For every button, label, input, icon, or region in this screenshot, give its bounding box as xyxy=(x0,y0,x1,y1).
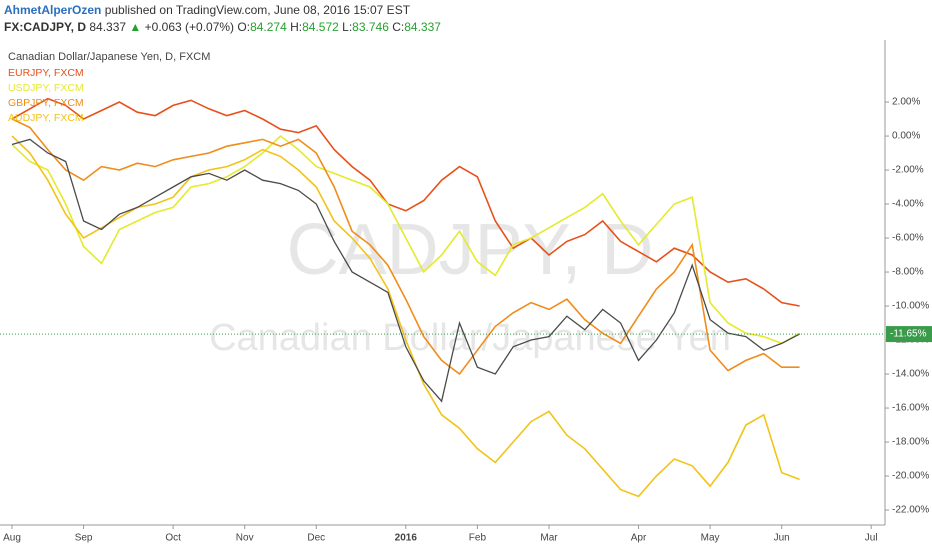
y-tick-label: -16.00% xyxy=(892,403,929,414)
y-tick-label: 0.00% xyxy=(892,131,920,142)
x-tick-label: Mar xyxy=(540,533,558,544)
x-tick-label: 2016 xyxy=(395,533,418,544)
y-tick-label: -2.00% xyxy=(892,165,924,176)
symbol: FX:CADJPY, D xyxy=(4,20,87,34)
y-tick-label: -18.00% xyxy=(892,437,929,448)
x-tick-label: Nov xyxy=(236,533,254,544)
low: 83.746 xyxy=(352,20,389,34)
legend-entry: CADJPY xyxy=(120,528,124,531)
y-tick-label: 2.00% xyxy=(892,97,920,108)
x-tick-label: Jul xyxy=(865,533,878,544)
y-tick-label: -6.00% xyxy=(892,233,924,244)
x-tick-label: Jun xyxy=(774,533,790,544)
header: AhmetAlperOzen published on TradingView.… xyxy=(4,2,441,36)
y-tick-label: -4.00% xyxy=(892,199,924,210)
legend-entry: AUDJPY, FXCM xyxy=(8,112,84,124)
high-label: H: xyxy=(290,20,303,34)
y-tick-label: -14.00% xyxy=(892,369,929,380)
watermark-subtitle: Canadian Dollar/Japanese Yen xyxy=(209,317,731,359)
series-line xyxy=(11,134,800,345)
chart-title: Canadian Dollar/Japanese Yen, D, FXCM xyxy=(8,51,210,63)
legend-entry: GBPJPY, FXCM xyxy=(8,97,84,109)
legend-entry: EURJPY, FXCM xyxy=(8,67,84,79)
x-tick-label: Apr xyxy=(631,533,647,544)
series-line xyxy=(11,138,800,403)
series-line xyxy=(11,135,800,498)
y-tick-label: -20.00% xyxy=(892,471,929,482)
low-label: L: xyxy=(342,20,353,34)
x-tick-label: Dec xyxy=(307,533,325,544)
current-badge xyxy=(886,326,932,343)
author[interactable]: AhmetAlperOzen xyxy=(4,3,102,17)
high: 84.572 xyxy=(302,20,339,34)
y-tick-label: -8.00% xyxy=(892,267,924,278)
y-tick-label: -10.00% xyxy=(892,301,929,312)
series-line xyxy=(11,118,800,376)
close: 84.337 xyxy=(404,20,441,34)
x-tick-label: May xyxy=(701,533,720,544)
arrow: ▲ xyxy=(129,20,142,34)
x-tick-label: Aug xyxy=(3,533,21,544)
last: 84.337 xyxy=(89,20,127,34)
change: +0.063 (+0.07%) xyxy=(144,20,235,34)
legend-entry: USDJPY, FXCM xyxy=(8,82,84,94)
close-label: C: xyxy=(392,20,405,34)
open: 84.274 xyxy=(250,20,287,34)
x-tick-label: Sep xyxy=(75,533,93,544)
series-line xyxy=(11,97,800,307)
x-tick-label: Oct xyxy=(165,533,181,544)
current-label: -11.65% xyxy=(890,329,927,340)
x-tick-label: Feb xyxy=(469,533,487,544)
y-tick-label: -22.00% xyxy=(892,505,929,516)
open-label: O: xyxy=(237,20,251,34)
published: published on TradingView.com, June 08, 2… xyxy=(104,3,411,17)
